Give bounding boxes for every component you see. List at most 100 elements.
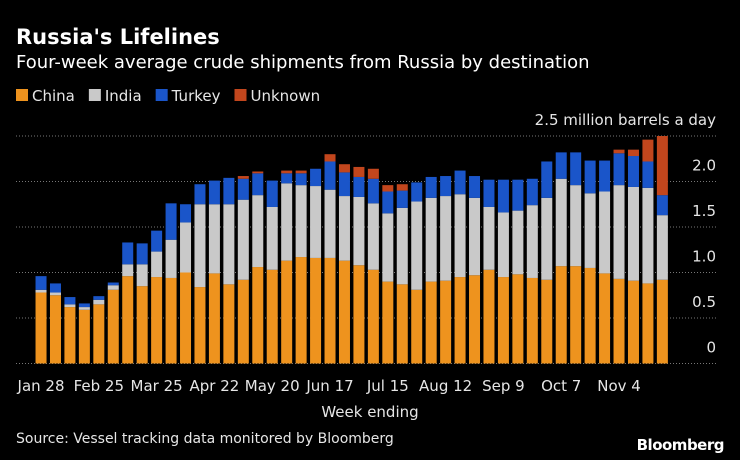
bar-segment bbox=[35, 292, 47, 364]
bar-segment bbox=[599, 160, 611, 192]
bar-segment bbox=[613, 149, 625, 154]
bar-segment bbox=[338, 196, 350, 261]
bar-segment bbox=[440, 280, 452, 364]
bar-segment bbox=[483, 206, 495, 270]
bar-segment bbox=[541, 161, 553, 198]
y-tick-label: 2.5 million barrels a day bbox=[535, 111, 716, 129]
bar-segment bbox=[208, 204, 220, 274]
bar-segment bbox=[555, 266, 567, 364]
bar-segment bbox=[281, 260, 293, 364]
x-tick-label: Jul 15 bbox=[366, 377, 409, 395]
bar-segment bbox=[497, 179, 509, 213]
x-tick-label: Mar 25 bbox=[131, 377, 183, 395]
bar-segment bbox=[338, 172, 350, 197]
y-tick-label: 1.5 bbox=[692, 202, 716, 220]
bar-segment bbox=[49, 283, 61, 293]
bar-segment bbox=[613, 278, 625, 364]
bar-segment bbox=[642, 139, 654, 162]
bar-segment bbox=[367, 178, 379, 204]
bar-segment bbox=[396, 284, 408, 364]
source: Source: Vessel tracking data monitored b… bbox=[16, 431, 394, 447]
bar-segment bbox=[642, 187, 654, 284]
bar-segment bbox=[223, 284, 235, 364]
bar-segment bbox=[310, 168, 322, 187]
bar-segment bbox=[411, 289, 423, 364]
bar-segment bbox=[93, 296, 105, 300]
bar-segment bbox=[627, 186, 639, 281]
bar-segment bbox=[281, 170, 293, 174]
bar-segment bbox=[396, 184, 408, 191]
bar-segment bbox=[35, 289, 47, 293]
bar-segment bbox=[310, 186, 322, 258]
bar-segment bbox=[353, 265, 365, 364]
bar-segment bbox=[324, 154, 336, 162]
bar-segment bbox=[151, 277, 163, 364]
bar-segment bbox=[541, 197, 553, 280]
bar-segment bbox=[411, 182, 423, 202]
bar-segment bbox=[237, 176, 249, 179]
x-tick-label: Oct 7 bbox=[541, 377, 581, 395]
bar-segment bbox=[295, 170, 307, 174]
bar-segment bbox=[353, 196, 365, 266]
bar-segment bbox=[367, 269, 379, 364]
bar-segment bbox=[122, 276, 134, 364]
x-tick-label: Feb 25 bbox=[74, 377, 124, 395]
bar-segment bbox=[338, 260, 350, 364]
bar-segment bbox=[324, 257, 336, 364]
bar-segment bbox=[266, 269, 278, 364]
bar-segment bbox=[382, 281, 394, 364]
bar-segment bbox=[570, 266, 582, 364]
bar-segment bbox=[584, 193, 596, 268]
x-tick-label: May 20 bbox=[245, 377, 300, 395]
bar-segment bbox=[469, 275, 481, 364]
bar-segment bbox=[526, 178, 538, 206]
bar-segment bbox=[469, 197, 481, 276]
bar-segment bbox=[136, 286, 148, 364]
bar-segment bbox=[266, 180, 278, 207]
bar-segment bbox=[396, 207, 408, 285]
bar-segment bbox=[180, 204, 192, 223]
bar-segment bbox=[627, 280, 639, 364]
bar-segment bbox=[208, 273, 220, 364]
bar-segment bbox=[252, 267, 264, 364]
bar-segment bbox=[483, 269, 495, 364]
bar-segment bbox=[613, 153, 625, 186]
bar-segment bbox=[64, 297, 76, 305]
bar-segment bbox=[136, 243, 148, 265]
bar-segment bbox=[310, 257, 322, 364]
bar-segment bbox=[324, 161, 336, 190]
bar-segment bbox=[353, 176, 365, 197]
bar-segment bbox=[555, 152, 567, 179]
bar-segment bbox=[237, 178, 249, 200]
brand: Bloomberg bbox=[637, 436, 724, 454]
bar-segment bbox=[483, 179, 495, 207]
bar-segment bbox=[584, 267, 596, 364]
bar-segment bbox=[627, 149, 639, 157]
bar-segment bbox=[526, 205, 538, 278]
bar-segment bbox=[49, 292, 61, 296]
bar-segment bbox=[295, 173, 307, 186]
bar-segment bbox=[266, 206, 278, 270]
bar-segment bbox=[136, 264, 148, 287]
x-tick-label: Sep 9 bbox=[482, 377, 525, 395]
bar-segment bbox=[107, 289, 119, 364]
bar-segment bbox=[469, 176, 481, 198]
bar-segment bbox=[338, 164, 350, 173]
bar-segment bbox=[122, 242, 134, 265]
bar-segment bbox=[151, 230, 163, 252]
bar-segment bbox=[512, 210, 524, 275]
x-tick-label: Apr 22 bbox=[190, 377, 240, 395]
bar-segment bbox=[454, 277, 466, 364]
bar-segment bbox=[237, 199, 249, 280]
y-tick-label: 2.0 bbox=[692, 157, 716, 175]
bar-segment bbox=[425, 197, 437, 282]
bar-segment bbox=[555, 178, 567, 267]
x-tick-label: Jun 17 bbox=[305, 377, 353, 395]
bar-segment bbox=[382, 191, 394, 214]
bar-segment bbox=[454, 170, 466, 195]
bar-segment bbox=[353, 166, 365, 177]
bar-segment bbox=[180, 222, 192, 273]
bar-segment bbox=[78, 309, 90, 364]
